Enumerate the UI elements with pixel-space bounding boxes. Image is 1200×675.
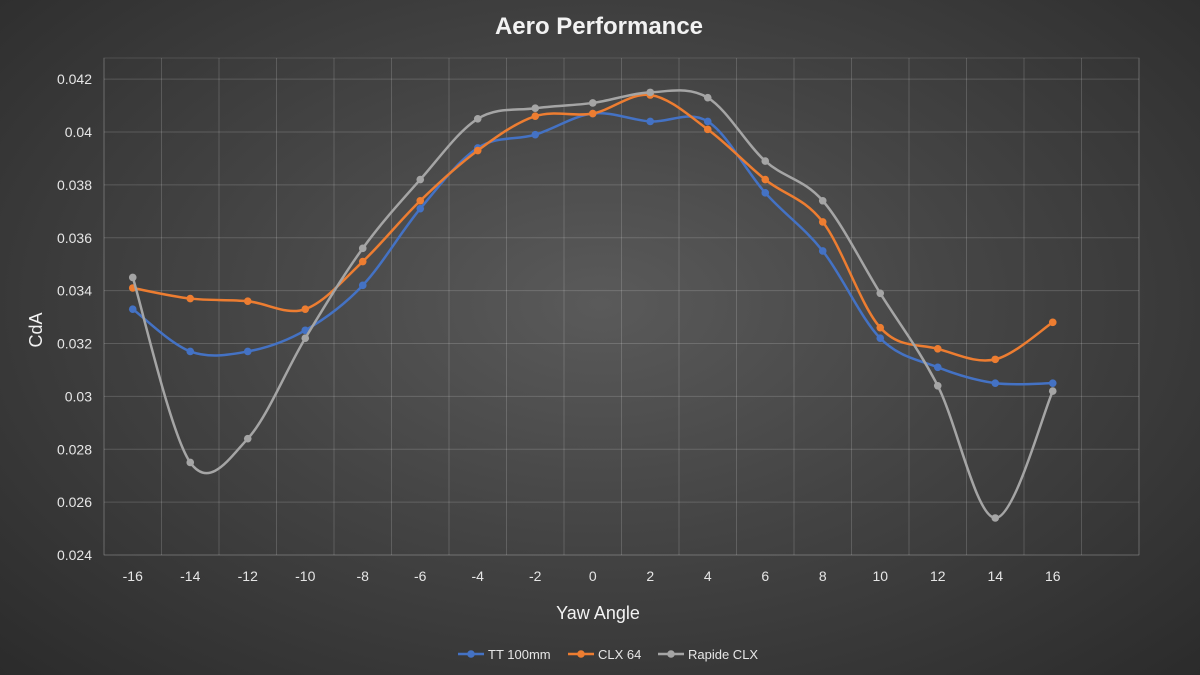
series-lines xyxy=(128,88,1057,522)
y-tick-label: 0.03 xyxy=(65,388,92,404)
series-rapide-clx xyxy=(128,88,1057,522)
data-point-rapide-clx xyxy=(128,273,137,282)
data-point-clx-64 xyxy=(186,294,195,303)
legend-label: TT 100mm xyxy=(488,647,551,662)
data-point-clx-64 xyxy=(876,323,885,332)
grid-lines xyxy=(103,57,1140,556)
data-point-clx-64 xyxy=(531,112,540,120)
y-tick-label: 0.028 xyxy=(57,441,92,457)
x-tick-label: -16 xyxy=(123,568,143,584)
data-point-clx-64 xyxy=(818,218,827,226)
series-line-rapide-clx xyxy=(131,89,1054,520)
x-axis-label: Yaw Angle xyxy=(556,603,640,623)
data-point-tt-100mm xyxy=(358,281,367,290)
data-point-rapide-clx xyxy=(1048,387,1057,395)
x-tick-label: -10 xyxy=(295,568,315,584)
x-tick-label: 16 xyxy=(1045,568,1061,584)
x-tick-label: -2 xyxy=(529,568,542,584)
data-point-rapide-clx xyxy=(588,99,597,107)
data-point-tt-100mm xyxy=(761,189,770,197)
data-point-tt-100mm xyxy=(531,130,540,139)
data-point-rapide-clx xyxy=(876,289,885,298)
x-tick-label: 4 xyxy=(704,568,712,584)
data-point-tt-100mm xyxy=(818,247,827,255)
data-point-tt-100mm xyxy=(933,363,942,372)
legend-label: Rapide CLX xyxy=(688,647,758,662)
y-tick-label: 0.036 xyxy=(57,230,92,246)
series-clx-64 xyxy=(128,91,1057,364)
legend: TT 100mm CLX 64 Rapide CLX xyxy=(458,647,758,662)
y-tick-label: 0.04 xyxy=(65,124,92,140)
data-point-rapide-clx xyxy=(186,458,195,467)
data-point-tt-100mm xyxy=(991,379,1000,387)
legend-marker xyxy=(667,650,675,658)
data-point-tt-100mm xyxy=(301,326,310,335)
x-tick-label: -8 xyxy=(357,568,370,584)
x-axis-ticks: -16 -14 -12 -10 -8 -6 -4 -2 0 2 4 6 8 10 12 14 16 xyxy=(123,568,1061,584)
y-tick-label: 0.024 xyxy=(57,547,92,563)
data-point-clx-64 xyxy=(933,344,942,353)
legend-item-rapide-clx: Rapide CLX xyxy=(658,647,758,662)
data-point-clx-64 xyxy=(991,355,1000,364)
data-point-clx-64 xyxy=(761,175,770,184)
data-point-rapide-clx xyxy=(646,88,655,97)
x-tick-label: 0 xyxy=(589,568,597,584)
data-point-tt-100mm xyxy=(416,204,425,213)
y-axis-ticks: 0.024 0.026 0.028 0.03 0.032 0.034 0.036 0.038 0… xyxy=(57,71,92,563)
data-point-rapide-clx xyxy=(358,244,367,253)
y-tick-label: 0.032 xyxy=(57,336,92,352)
data-point-clx-64 xyxy=(703,125,712,134)
x-tick-label: -4 xyxy=(472,568,485,584)
legend-label: CLX 64 xyxy=(598,647,641,662)
data-point-clx-64 xyxy=(243,297,252,306)
x-tick-label: -14 xyxy=(180,568,200,584)
data-point-rapide-clx xyxy=(243,434,252,443)
data-point-rapide-clx xyxy=(703,93,712,102)
data-point-clx-64 xyxy=(1048,318,1057,327)
data-point-rapide-clx xyxy=(933,382,942,390)
x-tick-label: -12 xyxy=(238,568,258,584)
x-tick-label: -6 xyxy=(414,568,427,584)
data-point-rapide-clx xyxy=(531,104,540,113)
data-point-tt-100mm xyxy=(128,305,137,313)
x-tick-label: 12 xyxy=(930,568,946,584)
y-tick-label: 0.042 xyxy=(57,71,92,87)
x-tick-label: 6 xyxy=(761,568,769,584)
legend-marker xyxy=(467,650,475,658)
x-tick-label: 14 xyxy=(987,568,1003,584)
x-tick-label: 2 xyxy=(646,568,654,584)
data-point-rapide-clx xyxy=(301,334,310,343)
legend-item-clx-64: CLX 64 xyxy=(568,647,641,662)
data-point-rapide-clx xyxy=(761,157,770,165)
data-point-rapide-clx xyxy=(416,175,425,184)
data-point-clx-64 xyxy=(588,109,597,118)
data-point-tt-100mm xyxy=(646,117,655,126)
data-point-rapide-clx xyxy=(991,514,1000,522)
data-point-tt-100mm xyxy=(703,117,712,126)
data-point-rapide-clx xyxy=(473,115,482,123)
x-tick-label: 10 xyxy=(872,568,888,584)
data-point-clx-64 xyxy=(416,196,425,205)
data-point-tt-100mm xyxy=(243,347,252,356)
x-tick-label: 8 xyxy=(819,568,827,584)
data-point-clx-64 xyxy=(473,146,482,155)
series-line-clx-64 xyxy=(132,93,1054,362)
y-tick-label: 0.034 xyxy=(57,283,92,299)
data-point-clx-64 xyxy=(358,257,367,266)
data-point-rapide-clx xyxy=(818,196,827,205)
plot-border xyxy=(103,57,1140,556)
data-point-tt-100mm xyxy=(186,347,195,356)
y-tick-label: 0.038 xyxy=(57,177,92,193)
y-axis-label: CdA xyxy=(26,312,46,347)
data-point-clx-64 xyxy=(301,305,310,313)
y-tick-label: 0.026 xyxy=(57,494,92,510)
data-point-tt-100mm xyxy=(876,334,885,343)
legend-marker xyxy=(577,650,585,658)
chart-title: Aero Performance xyxy=(495,13,703,40)
data-point-tt-100mm xyxy=(1048,379,1057,387)
legend-item-tt-100mm: TT 100mm xyxy=(458,647,551,662)
